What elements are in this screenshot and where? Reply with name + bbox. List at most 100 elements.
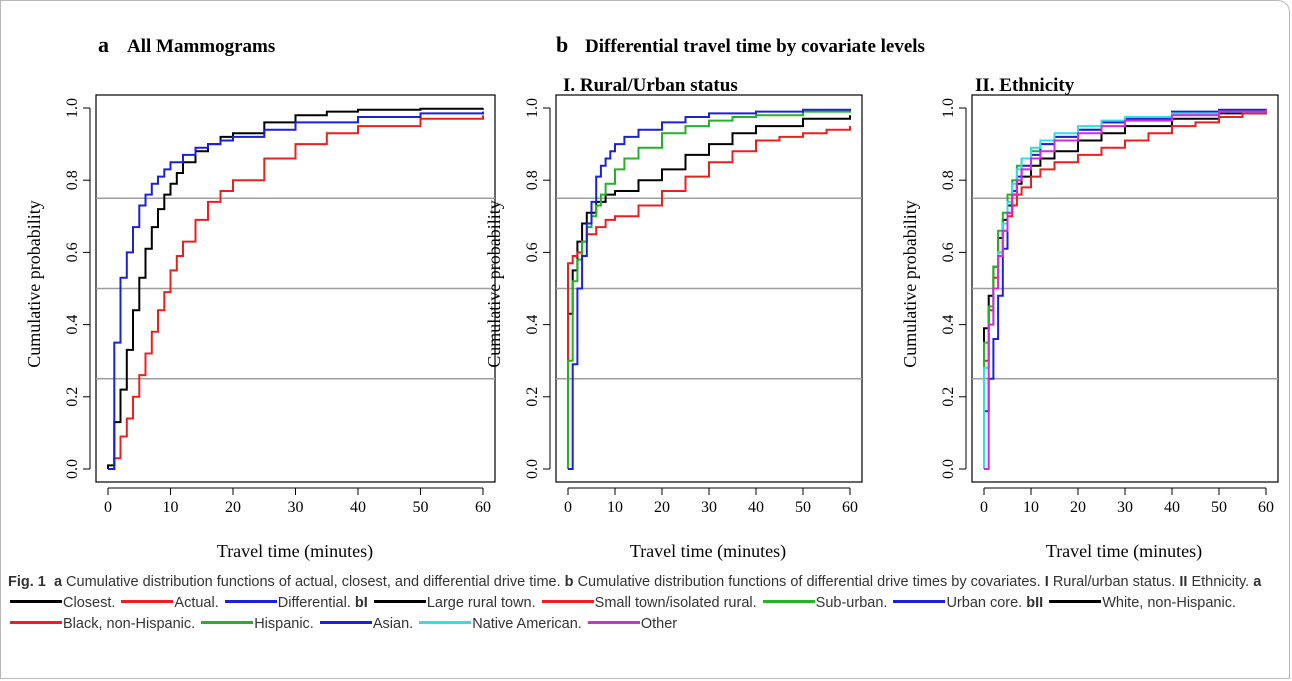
x-tick-label: 10 [607, 499, 623, 516]
x-tick-label: 60 [1258, 499, 1274, 516]
chart-panel-bI: Travel time (minutes) Cumulative probabi… [484, 95, 862, 562]
legend-label: Hispanic. [254, 616, 318, 632]
series-line-small-town-isolated-rural [568, 126, 850, 469]
y-tick-label: 0.0 [64, 459, 81, 479]
legend-label: Large rural town. [427, 595, 540, 611]
caption-text-II: Ethnicity. [1191, 574, 1249, 590]
y-tick-label: 0.8 [940, 170, 957, 190]
caption-part-I: I [1045, 574, 1049, 590]
x-axis-label: Travel time (minutes) [1046, 541, 1202, 562]
legend-swatch [542, 600, 594, 603]
x-axis-label: Travel time (minutes) [630, 541, 786, 562]
caption-legend-a: Closest. Actual. Differential. [8, 595, 355, 611]
panel-a-title: All Mammograms [127, 36, 275, 57]
legend-label: Asian. [373, 616, 417, 632]
x-tick-label: 60 [475, 499, 491, 516]
y-tick-label: 1.0 [940, 98, 957, 118]
caption-legend-a-label: a [1253, 574, 1261, 590]
x-tick-label: 20 [654, 499, 670, 516]
legend-label: Actual. [174, 595, 222, 611]
legend-swatch [419, 621, 471, 624]
series-line-differential [108, 112, 483, 469]
panel-bI-subtitle: I. Rural/Urban status [563, 75, 738, 96]
caption-text-b: Cumulative distribution functions of dif… [578, 574, 1041, 590]
chart-panel-bII: Travel time (minutes) Cumulative probabi… [900, 95, 1278, 562]
panel-a-letter: a [98, 32, 109, 57]
caption-legend-bI-label: bI [355, 595, 368, 611]
x-tick-label: 10 [1023, 499, 1039, 516]
figure-plots: a All Mammograms b Differential travel t… [0, 0, 1292, 570]
y-tick-label: 0.2 [64, 387, 81, 407]
x-tick-label: 40 [1164, 499, 1180, 516]
x-tick-label: 30 [288, 499, 304, 516]
legend-label: Urban core. [946, 595, 1026, 611]
x-tick-label: 50 [1211, 499, 1227, 516]
chart-panel-a: Travel time (minutes) Cumulative probabi… [24, 95, 495, 562]
figure-caption: Fig. 1 a Cumulative distribution functio… [8, 572, 1273, 635]
y-axis-label: Cumulative probability [484, 200, 504, 367]
panel-bII-subtitle: II. Ethnicity [975, 75, 1075, 96]
caption-fig-label: Fig. 1 [8, 574, 46, 590]
legend-swatch [201, 621, 253, 624]
x-tick-label: 30 [701, 499, 717, 516]
legend-label: Small town/isolated rural. [595, 595, 761, 611]
x-tick-label: 40 [350, 499, 366, 516]
x-tick-label: 30 [1117, 499, 1133, 516]
caption-part-II: II [1179, 574, 1187, 590]
y-tick-label: 0.4 [940, 315, 957, 335]
x-tick-label: 20 [1070, 499, 1086, 516]
caption-text-a: Cumulative distribution functions of act… [66, 574, 561, 590]
x-tick-label: 0 [980, 499, 988, 516]
y-tick-label: 1.0 [64, 98, 81, 118]
y-tick-label: 0.6 [940, 242, 957, 262]
y-tick-label: 0.8 [64, 170, 81, 190]
panel-b-title: Differential travel time by covariate le… [585, 36, 925, 57]
legend-label: Native American. [472, 616, 586, 632]
x-axis-label: Travel time (minutes) [217, 541, 373, 562]
x-tick-label: 10 [163, 499, 179, 516]
x-tick-label: 40 [748, 499, 764, 516]
caption-part-b: b [565, 574, 574, 590]
series-line-native-american [984, 110, 1266, 469]
caption-text-I: Rural/urban status. [1053, 574, 1176, 590]
legend-swatch [10, 600, 62, 603]
legend-label: White, non-Hispanic. [1102, 595, 1236, 611]
x-tick-label: 60 [842, 499, 858, 516]
x-tick-label: 0 [104, 499, 112, 516]
y-tick-label: 0.2 [940, 387, 957, 407]
x-tick-label: 50 [413, 499, 429, 516]
legend-swatch [1049, 600, 1101, 603]
caption-legend-bI: Large rural town. Small town/isolated ru… [372, 595, 1026, 611]
y-tick-label: 0.4 [64, 315, 81, 335]
series-line-actual [108, 115, 483, 469]
caption-part-a: a [54, 574, 62, 590]
series-line-other [984, 110, 1266, 469]
legend-swatch [320, 621, 372, 624]
legend-label: Sub-urban. [816, 595, 892, 611]
legend-swatch [893, 600, 945, 603]
y-tick-label: 0.0 [940, 459, 957, 479]
legend-swatch [588, 621, 640, 624]
y-tick-label: 0.6 [524, 242, 541, 262]
y-tick-label: 0.2 [524, 387, 541, 407]
series-line-hispanic [984, 110, 1266, 469]
legend-swatch [763, 600, 815, 603]
legend-swatch [121, 600, 173, 603]
legend-label: Differential. [278, 595, 355, 611]
x-tick-label: 20 [225, 499, 241, 516]
legend-swatch [225, 600, 277, 603]
y-axis-label: Cumulative probability [24, 200, 44, 367]
y-tick-label: 1.0 [524, 98, 541, 118]
y-tick-label: 0.4 [524, 315, 541, 335]
caption-legend-bII-label: bII [1026, 595, 1043, 611]
legend-swatch [10, 621, 62, 624]
x-tick-label: 50 [795, 499, 811, 516]
y-tick-label: 0.0 [524, 459, 541, 479]
y-tick-label: 0.8 [524, 170, 541, 190]
y-tick-label: 0.6 [64, 242, 81, 262]
legend-label: Other [641, 616, 677, 632]
legend-label: Closest. [63, 595, 119, 611]
legend-swatch [374, 600, 426, 603]
x-tick-label: 0 [564, 499, 572, 516]
panel-b-letter: b [556, 32, 568, 57]
